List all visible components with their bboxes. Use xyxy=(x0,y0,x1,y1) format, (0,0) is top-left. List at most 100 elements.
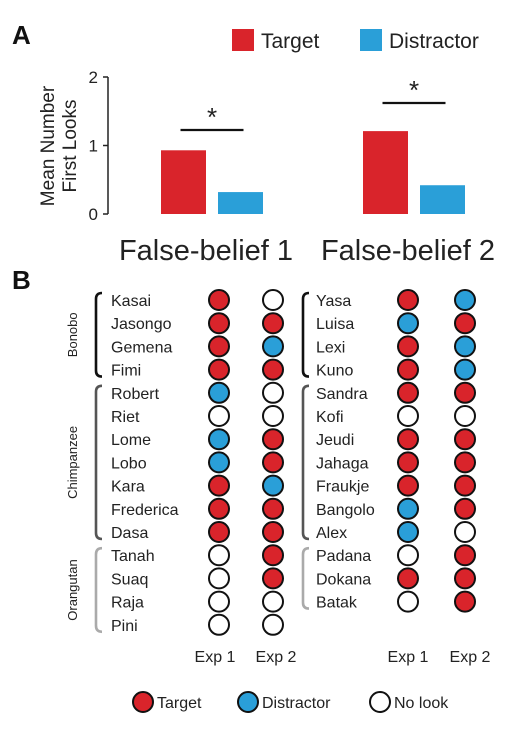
individual-name: Fraukje xyxy=(316,479,369,496)
species-bracket xyxy=(94,291,103,378)
species-bracket xyxy=(301,546,310,610)
legend-label-distractor: Distractor xyxy=(389,30,479,53)
look-distractor-marker xyxy=(397,312,419,335)
look-target-marker xyxy=(454,381,476,404)
look-nolook-marker xyxy=(397,590,419,613)
look-target-marker xyxy=(208,289,230,311)
bar-legend: Target Distractor xyxy=(232,29,479,53)
individual-name: Suaq xyxy=(111,571,148,588)
individual-name: Lobo xyxy=(111,455,147,472)
look-target-marker xyxy=(262,497,284,520)
look-target-marker xyxy=(208,335,230,358)
bar-target xyxy=(363,131,408,214)
species-bracket xyxy=(94,384,103,541)
significance-star: * xyxy=(207,102,217,132)
look-nolook-marker xyxy=(262,381,284,404)
legend-target-label: Target xyxy=(157,695,202,712)
look-nolook-marker xyxy=(262,613,284,636)
panel-b-letter: B xyxy=(12,265,31,295)
significance-star: * xyxy=(409,75,419,105)
y-tick-label: 0 xyxy=(89,205,98,224)
look-target-marker xyxy=(208,497,230,520)
look-distractor-marker xyxy=(397,521,419,543)
look-target-marker xyxy=(262,358,284,381)
panel-a-letter: A xyxy=(12,20,31,50)
individual-name: Riet xyxy=(111,409,140,426)
individual-name: Frederica xyxy=(111,502,179,519)
look-target-marker xyxy=(208,358,230,381)
individual-name: Yasa xyxy=(316,293,351,310)
individual-name: Padana xyxy=(316,548,371,565)
look-target-marker xyxy=(262,544,284,567)
look-nolook-marker xyxy=(208,590,230,613)
legend-distractor-label: Distractor xyxy=(262,695,331,712)
species-bracket xyxy=(301,384,310,541)
category-label: False-belief 2 xyxy=(321,235,495,267)
column-header: Exp 2 xyxy=(450,649,491,666)
individual-name: Alex xyxy=(316,525,347,542)
look-target-marker xyxy=(397,474,419,497)
look-target-marker xyxy=(454,474,476,497)
look-target-marker xyxy=(397,451,419,474)
look-target-marker xyxy=(208,312,230,335)
look-distractor-marker xyxy=(208,381,230,404)
look-distractor-marker xyxy=(454,289,476,311)
legend-label-target: Target xyxy=(261,30,320,53)
individual-name: Jeudi xyxy=(316,432,354,449)
look-nolook-marker xyxy=(454,405,476,427)
individual-name: Batak xyxy=(316,595,358,612)
look-target-marker xyxy=(454,451,476,474)
look-target-marker xyxy=(262,451,284,474)
bar-plot: 0 1 2 * False-belief 1 * False-belief 2 xyxy=(89,68,496,267)
column-header: Exp 1 xyxy=(195,649,236,666)
look-distractor-marker xyxy=(454,335,476,358)
individual-name: Dokana xyxy=(316,571,371,588)
look-target-marker xyxy=(454,497,476,520)
look-target-marker xyxy=(397,567,419,590)
individual-name: Tanah xyxy=(111,548,155,565)
individual-name: Sandra xyxy=(316,386,368,403)
legend-swatch-distractor xyxy=(360,29,382,51)
column-header: Exp 2 xyxy=(256,649,297,666)
individual-name: Gemena xyxy=(111,339,172,356)
legend-swatch-target xyxy=(232,29,254,51)
look-target-marker xyxy=(397,289,419,311)
look-target-marker xyxy=(454,312,476,335)
look-target-marker xyxy=(262,312,284,335)
look-nolook-marker xyxy=(454,521,476,543)
species-bracket xyxy=(94,546,103,634)
look-nolook-marker xyxy=(208,405,230,427)
look-distractor-marker xyxy=(208,451,230,474)
look-nolook-marker xyxy=(262,405,284,427)
legend-distractor-marker xyxy=(237,691,259,713)
species-label: Chimpanzee xyxy=(65,426,80,499)
look-target-marker xyxy=(397,428,419,451)
look-target-marker xyxy=(397,335,419,358)
individual-name: Pini xyxy=(111,618,138,635)
species-bracket xyxy=(301,291,310,378)
individual-name: Raja xyxy=(111,595,144,612)
look-distractor-marker xyxy=(397,497,419,520)
individual-name: Bangolo xyxy=(316,502,375,519)
look-target-marker xyxy=(208,474,230,497)
column-header: Exp 1 xyxy=(388,649,429,666)
look-target-marker xyxy=(454,590,476,613)
individual-name: Robert xyxy=(111,386,160,403)
individual-name: Jahaga xyxy=(316,455,369,472)
look-distractor-marker xyxy=(262,335,284,358)
individual-name: Jasongo xyxy=(111,316,172,333)
legend-nolook-marker xyxy=(369,691,391,713)
y-tick-label: 2 xyxy=(89,68,98,87)
bar-distractor xyxy=(218,192,263,214)
look-target-marker xyxy=(454,428,476,451)
y-tick-label: 1 xyxy=(89,137,98,156)
look-target-marker xyxy=(454,544,476,567)
bar-target xyxy=(161,150,206,214)
look-nolook-marker xyxy=(262,289,284,311)
first-look-legend: Target Distractor No look xyxy=(132,691,449,713)
look-distractor-marker xyxy=(262,474,284,497)
species-label: Bonobo xyxy=(65,312,80,357)
individual-name: Kasai xyxy=(111,293,151,310)
y-axis-label-line-1: Mean Number xyxy=(38,85,59,206)
